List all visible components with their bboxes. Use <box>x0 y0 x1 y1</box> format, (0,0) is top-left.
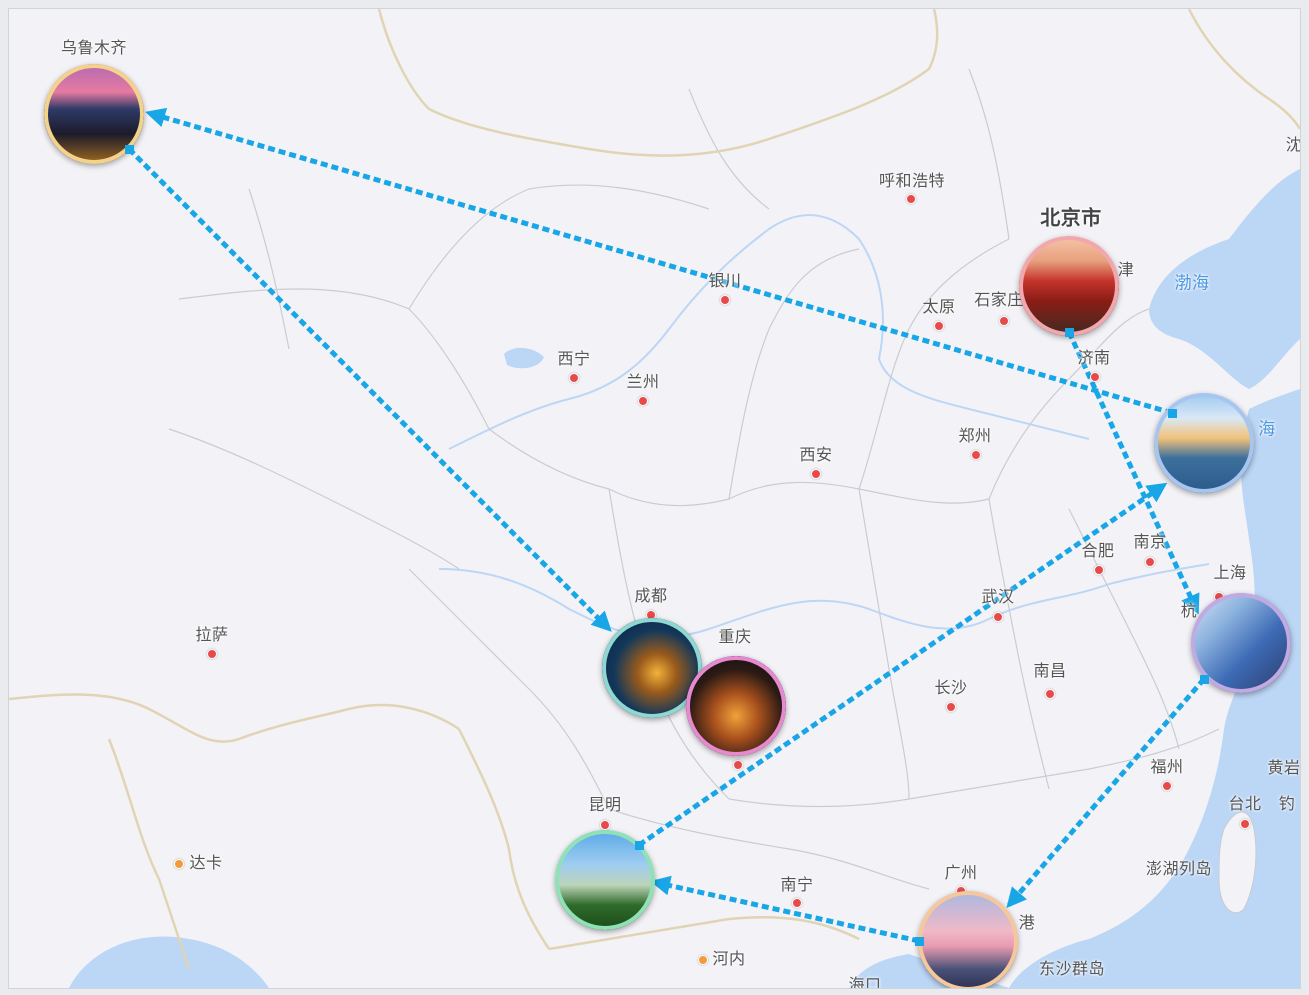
city-marker-fuzhou[interactable] <box>1162 781 1172 791</box>
photo-marker-guangzhou[interactable] <box>918 891 1018 988</box>
route-anchor-guangzhou <box>915 937 924 946</box>
label-hefei: 合肥 <box>1081 541 1115 560</box>
label-taiyuan: 太原 <box>922 297 956 316</box>
city-marker-zhengzhou[interactable] <box>971 450 981 460</box>
map-view[interactable]: 乌鲁木齐 呼和浩特 北京市 津 渤海 银川 太原 石家庄 济南 西宁 兰州 西安… <box>8 8 1301 989</box>
route-shanghai-guangzhou <box>1006 677 1206 909</box>
city-marker-nanning[interactable] <box>792 898 802 908</box>
label-shanghai: 上海 <box>1213 563 1247 582</box>
taiwan-island <box>1218 811 1257 914</box>
route-anchor-beijing <box>1065 328 1074 337</box>
label-fuzhou: 福州 <box>1150 757 1184 776</box>
label-yellow-sea: 海 <box>1258 419 1276 440</box>
label-nanchang: 南昌 <box>1033 661 1067 680</box>
label-changsha: 长沙 <box>934 678 968 697</box>
label-chongqing: 重庆 <box>718 627 752 646</box>
label-kunming: 昆明 <box>588 795 622 814</box>
photo-marker-urumqi[interactable] <box>44 64 144 164</box>
label-beijing: 北京市 <box>1040 205 1102 230</box>
label-bohai: 渤海 <box>1174 273 1210 294</box>
label-nanjing: 南京 <box>1133 532 1167 551</box>
label-chengdu: 成都 <box>634 586 668 605</box>
bay-of-bengal <box>69 936 269 988</box>
label-lhasa: 拉萨 <box>195 625 229 644</box>
qinghai-lake <box>504 347 544 369</box>
city-marker-changsha[interactable] <box>946 702 956 712</box>
city-marker-yinchuan[interactable] <box>720 295 730 305</box>
label-xian: 西安 <box>799 445 833 464</box>
label-zhengzhou: 郑州 <box>958 426 992 445</box>
city-marker-hefei[interactable] <box>1094 565 1104 575</box>
city-marker-kunming[interactable] <box>600 820 610 830</box>
photo-marker-chengdu[interactable] <box>602 618 702 718</box>
route-anchor-shanghai <box>1200 675 1209 684</box>
label-guangzhou: 广州 <box>944 863 978 882</box>
city-marker-taibei[interactable] <box>1240 819 1250 829</box>
route-anchor-urumqi <box>125 145 134 154</box>
city-marker-taiyuan[interactable] <box>934 321 944 331</box>
city-marker-lhasa[interactable] <box>207 649 217 659</box>
city-marker-guiyang[interactable] <box>733 760 743 770</box>
label-penghu: 澎湖列岛 <box>1145 859 1213 878</box>
label-urumqi: 乌鲁木齐 <box>60 38 128 57</box>
city-marker-xining[interactable] <box>569 373 579 383</box>
label-tianjin: 津 <box>1117 260 1135 279</box>
label-hongkong: 港 <box>1018 913 1036 932</box>
label-lanzhou: 兰州 <box>626 372 660 391</box>
city-marker-shijiazhuang[interactable] <box>999 316 1009 326</box>
city-marker-jinan[interactable] <box>1090 372 1100 382</box>
route-anchor-qingdao <box>1168 409 1177 418</box>
photo-marker-beijing[interactable] <box>1019 236 1119 336</box>
city-marker-nanjing[interactable] <box>1145 557 1155 567</box>
city-marker-nanchang[interactable] <box>1045 689 1055 699</box>
city-marker-dhaka[interactable] <box>174 859 184 869</box>
city-marker-wuhan[interactable] <box>993 612 1003 622</box>
route-lines <box>127 107 1206 944</box>
province-borders <box>168 68 1220 890</box>
photo-marker-chongqing[interactable] <box>686 656 786 756</box>
label-hohhot: 呼和浩特 <box>878 171 946 190</box>
yellow-river <box>448 214 1090 450</box>
city-marker-hanoi[interactable] <box>698 955 708 965</box>
city-marker-hohhot[interactable] <box>906 194 916 204</box>
land-area <box>9 9 1300 988</box>
label-hanoi: 河内 <box>712 949 746 968</box>
label-haikou: 海口 <box>848 975 882 989</box>
label-nanning: 南宁 <box>780 875 814 894</box>
route-urumqi-chengdu <box>127 147 612 632</box>
bohai-sea <box>1149 169 1300 389</box>
label-diaoyu: 钓 <box>1278 794 1296 813</box>
label-wuhan: 武汉 <box>981 587 1015 606</box>
label-yinchuan: 银川 <box>708 271 742 290</box>
base-map <box>9 9 1300 988</box>
city-marker-xian[interactable] <box>811 469 821 479</box>
label-dhaka: 达卡 <box>189 853 223 872</box>
label-shijiazhuang: 石家庄 <box>974 290 1024 309</box>
route-guangzhou-kunming <box>650 875 920 944</box>
route-anchor-kunming <box>635 841 644 850</box>
label-jinan: 济南 <box>1077 348 1111 367</box>
photo-marker-qingdao[interactable] <box>1154 393 1254 493</box>
route-beijing-shanghai <box>1066 330 1200 615</box>
label-hangzhou: 杭 <box>1180 601 1198 620</box>
route-qingdao-urumqi <box>145 107 1173 416</box>
city-marker-lanzhou[interactable] <box>638 396 648 406</box>
label-dongsha: 东沙群岛 <box>1038 959 1106 978</box>
label-taibei: 台北 <box>1228 794 1262 813</box>
label-xining: 西宁 <box>557 349 591 368</box>
yangtze-river <box>438 563 1210 639</box>
country-borders <box>9 9 1300 970</box>
label-shenyang: 沈 <box>1285 135 1301 154</box>
label-huangyan: 黄岩 <box>1267 758 1301 777</box>
route-kunming-shanghai <box>637 482 1168 848</box>
